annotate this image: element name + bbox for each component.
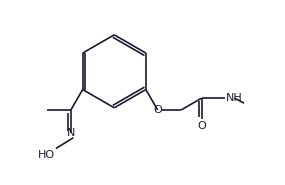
- Text: O: O: [153, 105, 162, 115]
- Text: NH: NH: [226, 93, 243, 103]
- Text: HO: HO: [38, 150, 55, 160]
- Text: N: N: [67, 129, 75, 139]
- Text: O: O: [197, 121, 206, 131]
